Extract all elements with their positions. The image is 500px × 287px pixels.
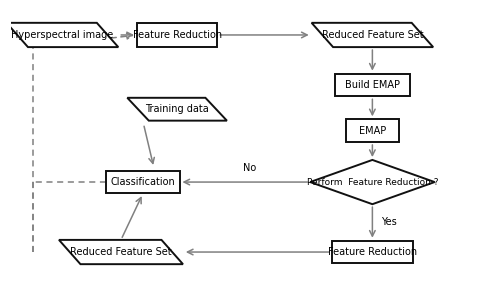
FancyBboxPatch shape	[334, 73, 410, 96]
Text: No: No	[243, 164, 256, 173]
FancyBboxPatch shape	[106, 171, 180, 193]
Text: Build EMAP: Build EMAP	[345, 80, 400, 90]
Polygon shape	[312, 23, 433, 47]
Polygon shape	[59, 240, 183, 264]
Text: Feature Reduction: Feature Reduction	[328, 247, 417, 257]
Text: Perform  Feature Reduction ?: Perform Feature Reduction ?	[306, 178, 438, 187]
Polygon shape	[128, 98, 227, 121]
Text: Reduced Feature Set: Reduced Feature Set	[70, 247, 172, 257]
FancyBboxPatch shape	[332, 241, 412, 263]
Text: Training data: Training data	[145, 104, 209, 114]
FancyBboxPatch shape	[137, 23, 218, 47]
Text: Reduced Feature Set: Reduced Feature Set	[322, 30, 423, 40]
Text: Hyperspectral image: Hyperspectral image	[12, 30, 114, 40]
Polygon shape	[310, 160, 434, 204]
Text: EMAP: EMAP	[359, 126, 386, 136]
Text: Feature Reduction: Feature Reduction	[132, 30, 222, 40]
Text: Yes: Yes	[381, 217, 397, 227]
Polygon shape	[6, 23, 118, 47]
Text: Classification: Classification	[110, 177, 176, 187]
FancyBboxPatch shape	[346, 119, 399, 142]
